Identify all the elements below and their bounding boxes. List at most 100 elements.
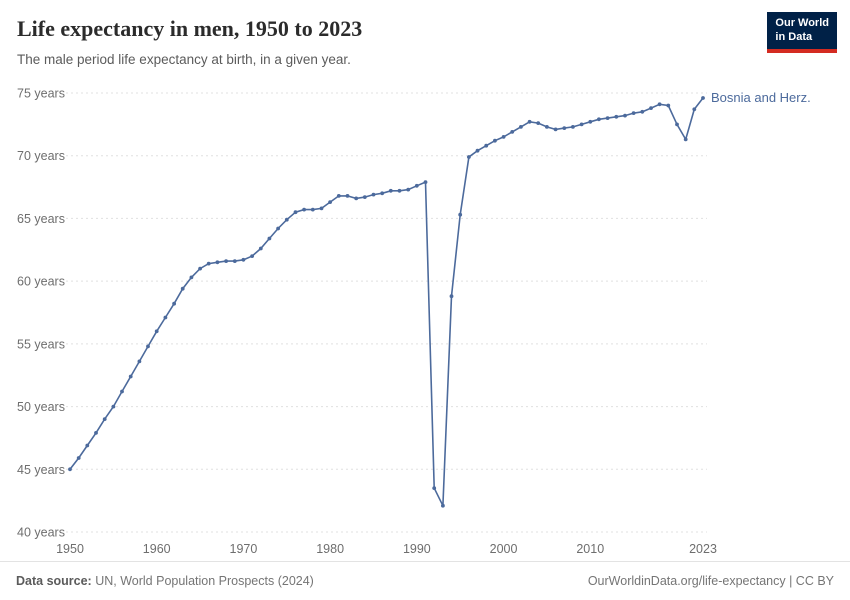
data-source-text: UN, World Population Prospects (2024) (95, 574, 314, 588)
data-point (388, 188, 393, 193)
data-point (163, 315, 168, 320)
data-point (467, 155, 471, 159)
data-point (623, 113, 627, 118)
data-point (362, 195, 367, 199)
y-axis-tick-label: 55 years (17, 337, 65, 351)
data-point (345, 194, 350, 198)
data-point (224, 259, 229, 263)
data-point (579, 122, 584, 127)
data-point (441, 503, 445, 508)
y-axis-tick-label: 65 years (17, 212, 65, 226)
chart-subtitle: The male period life expectancy at birth… (17, 52, 351, 67)
data-point (120, 389, 124, 394)
y-axis-tick-label: 70 years (17, 149, 65, 163)
data-point (397, 188, 402, 193)
data-point (68, 467, 72, 472)
y-axis-tick-label: 75 years (17, 87, 65, 101)
data-point (571, 125, 575, 129)
data-point (536, 121, 541, 125)
logo-accent-bar (767, 48, 837, 53)
data-point (458, 212, 463, 217)
data-point (310, 207, 315, 212)
logo-line1: Our World (775, 17, 829, 29)
y-axis-tick-label: 50 years (17, 400, 65, 414)
data-point (510, 130, 515, 134)
data-point (215, 260, 220, 265)
x-axis-tick-label: 2023 (689, 542, 717, 556)
data-point (493, 138, 497, 143)
credit-link[interactable]: OurWorldinData.org/life-expectancy | CC … (587, 574, 834, 588)
data-point (293, 210, 298, 215)
data-point (605, 116, 610, 120)
data-point (111, 404, 116, 409)
logo-line2: in Data (775, 30, 813, 43)
data-point (198, 266, 203, 271)
x-axis-tick-label: 1960 (143, 542, 171, 556)
data-point (146, 344, 150, 349)
chart-footer: Data source: UN, World Population Prospe… (0, 561, 850, 600)
data-point (631, 111, 636, 115)
data-point (354, 196, 359, 201)
data-point (137, 359, 142, 364)
data-point (423, 180, 428, 184)
data-point (371, 192, 376, 197)
data-point (267, 236, 272, 241)
data-point (302, 207, 306, 212)
x-axis-tick-label: 1970 (230, 542, 258, 556)
data-point (527, 119, 532, 124)
data-point (701, 96, 705, 100)
series-line (69, 97, 704, 507)
data-point (319, 206, 324, 211)
data-point (380, 191, 385, 196)
y-axis-tick-label: 45 years (17, 463, 65, 477)
data-point (250, 254, 255, 258)
x-axis-tick-label: 1990 (403, 542, 431, 556)
data-point (85, 443, 90, 448)
data-point (276, 226, 280, 231)
data-source-label: Data source: (16, 574, 92, 588)
line-chart: 40 years 45 years 50 years 55 years 60 years… (17, 87, 811, 557)
data-point (258, 246, 263, 251)
series-end-label[interactable]: Bosnia and Herz. (711, 90, 811, 105)
data-point (206, 261, 211, 266)
data-point (180, 286, 185, 291)
data-point (553, 127, 558, 132)
data-point (666, 103, 671, 108)
data-point (172, 301, 177, 306)
data-point (640, 109, 645, 114)
data-point (284, 217, 289, 222)
y-axis-tick-label: 60 years (17, 275, 65, 289)
data-point (545, 125, 549, 129)
data-point (241, 257, 246, 262)
data-point (128, 374, 133, 379)
data-point (76, 456, 81, 460)
x-axis-tick-label: 1950 (56, 542, 84, 556)
data-point (189, 275, 194, 280)
data-point (657, 102, 662, 107)
y-axis-tick-label: 40 years (17, 526, 65, 540)
data-point (102, 417, 107, 421)
data-point (683, 137, 688, 142)
data-point (94, 431, 98, 435)
data-point (597, 117, 601, 122)
data-point (232, 259, 237, 263)
data-point (675, 122, 679, 127)
data-point (614, 114, 619, 119)
x-axis-tick-label: 1980 (316, 542, 344, 556)
data-point (432, 486, 437, 490)
data-point (406, 187, 411, 192)
data-point (519, 125, 523, 129)
data-point (414, 183, 419, 188)
data-point (475, 148, 480, 153)
x-axis-tick-label: 2010 (576, 542, 604, 556)
data-point (588, 119, 593, 124)
data-point (328, 200, 332, 205)
owid-logo: Our World in Data (767, 12, 837, 53)
data-point (501, 135, 506, 139)
data-point (449, 294, 454, 299)
data-point (336, 194, 341, 198)
x-axis-tick-label: 2000 (490, 542, 518, 556)
data-point (649, 106, 653, 110)
data-point (484, 143, 489, 148)
